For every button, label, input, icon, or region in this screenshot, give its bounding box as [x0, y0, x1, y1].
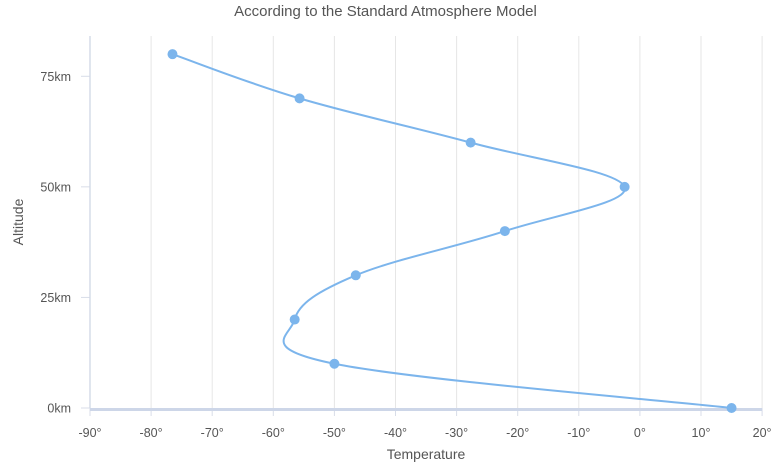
x-tick-label-7: -20° — [506, 426, 529, 440]
x-tick-label-3: -60° — [262, 426, 285, 440]
x-tick-label-0: -90° — [78, 426, 101, 440]
temperature-series-point-6 — [465, 137, 476, 148]
x-tick-label-9: 0° — [634, 426, 646, 440]
x-tick-label-6: -30° — [445, 426, 468, 440]
y-tick-label-0: 0km — [47, 402, 71, 416]
temperature-series-point-3 — [350, 270, 361, 281]
temperature-series-point-0 — [726, 403, 737, 413]
x-tick-label-5: -40° — [384, 426, 407, 440]
temperature-series-point-8 — [167, 49, 178, 60]
y-tick-label-1: 25km — [40, 291, 71, 305]
temperature-series-point-7 — [294, 93, 305, 104]
x-tick-label-10: 10° — [692, 426, 711, 440]
temperature-series-line-0 — [171, 53, 733, 409]
temperature-series-point-1 — [329, 358, 340, 369]
x-tick-label-8: -10° — [567, 426, 590, 440]
temperature-series-point-2 — [289, 314, 300, 325]
temperature-series-point-4 — [499, 226, 510, 237]
chart-title: According to the Standard Atmosphere Mod… — [234, 3, 537, 20]
temperature-series-point-5 — [619, 181, 630, 192]
series-layer — [167, 49, 737, 413]
x-tick-label-1: -80° — [140, 426, 163, 440]
x-tick-label-4: -50° — [323, 426, 346, 440]
y-axis-title: Altitude — [10, 198, 26, 245]
y-tick-label-2: 50km — [40, 180, 71, 194]
axis-layer: -90° -80° -70° -60° -50° -40° -30° -20° -10° 0° 10… — [40, 36, 771, 440]
x-tick-label-11: 20° — [753, 426, 771, 440]
grid-layer — [89, 36, 763, 408]
y-tick-label-3: 75km — [40, 70, 71, 84]
x-axis-title: Temperature — [387, 446, 466, 462]
x-tick-label-2: -70° — [201, 426, 224, 440]
